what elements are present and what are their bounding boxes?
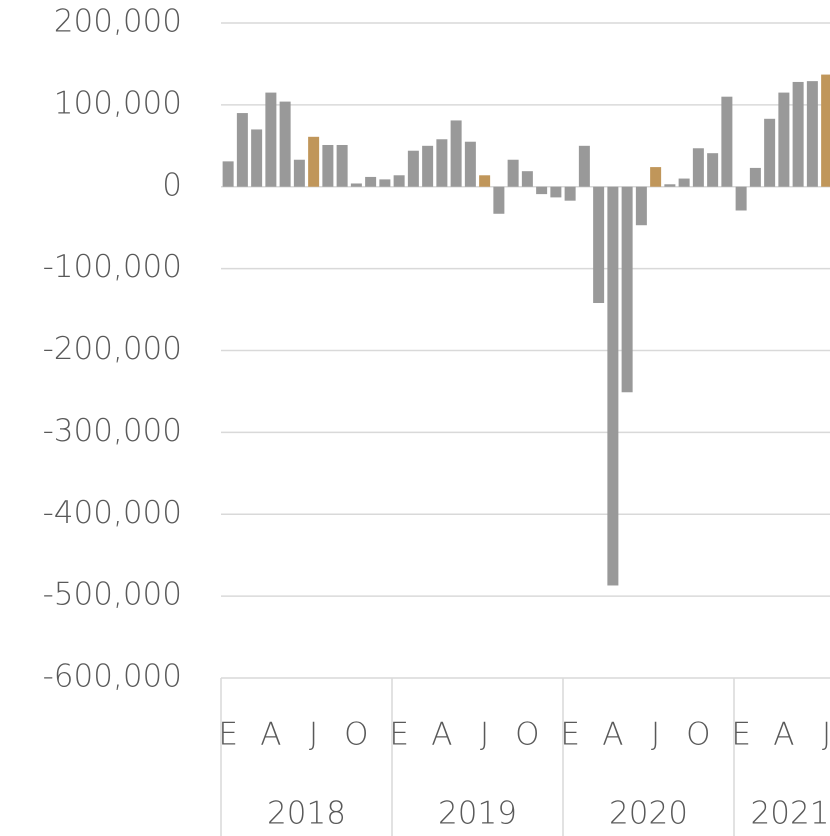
bar (764, 118, 776, 187)
bar (350, 183, 362, 187)
x-tick-label: E (731, 717, 751, 753)
bar (621, 186, 633, 393)
bar (379, 179, 391, 187)
bar (578, 145, 590, 187)
y-tick-label: -600,000 (43, 659, 182, 695)
bar (365, 176, 377, 187)
y-tick-label: -100,000 (43, 249, 182, 285)
x-tick-label: J (309, 717, 318, 753)
x-tick-label: O (344, 717, 368, 753)
x-tick-label: A (431, 717, 452, 753)
y-tick-label: -500,000 (43, 577, 182, 613)
y-tick-label: 100,000 (54, 85, 182, 121)
bar (279, 101, 291, 187)
bar (692, 148, 704, 187)
x-tick-label: O (515, 717, 539, 753)
bar (664, 184, 676, 187)
bar (721, 96, 733, 187)
bar (735, 186, 747, 211)
bar (593, 186, 605, 304)
bar (308, 136, 320, 187)
x-tick-label: E (560, 717, 580, 753)
bar (821, 74, 830, 187)
bar (536, 186, 548, 195)
x-tick-label: E (218, 717, 238, 753)
x-tick-label: E (389, 717, 409, 753)
x-tick-label: O (686, 717, 710, 753)
x-tick-label: A (602, 717, 623, 753)
y-tick-label: -300,000 (43, 413, 182, 449)
bar (521, 171, 533, 187)
bar (792, 81, 804, 187)
y-tick-label: -200,000 (43, 331, 182, 367)
year-label: 2021 (751, 796, 830, 832)
bar (464, 141, 476, 187)
bar (336, 144, 348, 187)
x-tick-label: A (773, 717, 794, 753)
y-tick-label: 200,000 (54, 4, 182, 40)
bar (507, 159, 519, 187)
bar (650, 167, 662, 187)
year-label: 2018 (267, 796, 346, 832)
y-tick-label: 0 (162, 167, 182, 203)
bar (265, 92, 277, 187)
x-tick-label: J (822, 717, 830, 753)
bar (450, 120, 462, 187)
x-tick-label: J (480, 717, 489, 753)
bar (707, 153, 719, 187)
bar (322, 144, 334, 187)
bar (493, 186, 505, 214)
x-tick-label: A (260, 717, 281, 753)
bar (749, 167, 761, 187)
bar (222, 161, 234, 187)
bar (635, 186, 647, 226)
bar (678, 178, 690, 187)
bar (407, 150, 419, 187)
bar (564, 186, 576, 201)
bar (422, 145, 434, 187)
bar (550, 186, 562, 198)
x-tick-label: J (651, 717, 660, 753)
bar (778, 92, 790, 187)
bar (436, 139, 448, 187)
bar (479, 175, 491, 187)
bar (806, 81, 818, 187)
bar (293, 159, 305, 187)
year-label: 2019 (438, 796, 517, 832)
y-tick-label: -400,000 (43, 495, 182, 531)
bar (236, 113, 248, 187)
bar (251, 129, 263, 187)
bar (393, 175, 405, 187)
bar (607, 186, 619, 586)
year-label: 2020 (609, 796, 688, 832)
